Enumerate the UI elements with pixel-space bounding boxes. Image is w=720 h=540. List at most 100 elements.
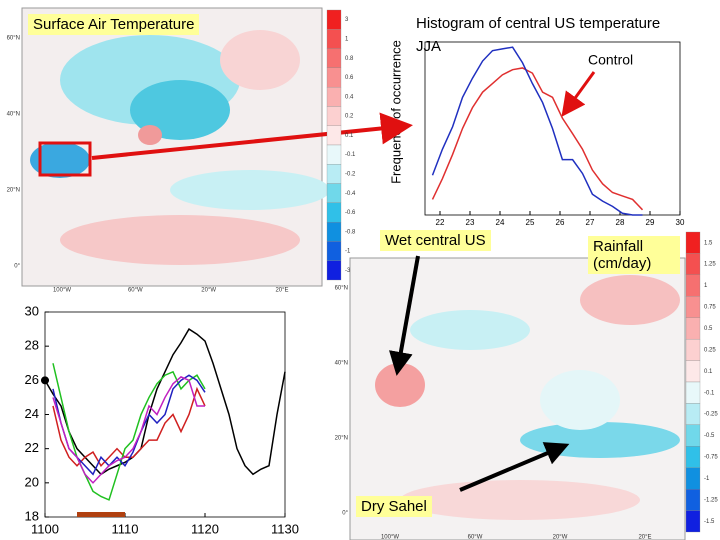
y-tick-label: 20 bbox=[25, 474, 39, 489]
x-tick-label: 26 bbox=[556, 218, 565, 227]
colorbar-swatch bbox=[685, 510, 701, 533]
colorbar-swatch bbox=[326, 183, 342, 204]
lat-label: 20°N bbox=[7, 188, 20, 194]
x-tick-label: 30 bbox=[676, 218, 685, 227]
colorbar-swatch bbox=[326, 29, 342, 49]
y-tick-label: 18 bbox=[25, 508, 39, 523]
x-tick-label: 24 bbox=[496, 218, 505, 227]
colorbar-label: -1 bbox=[345, 249, 351, 255]
lon-label: 100°W bbox=[53, 288, 71, 294]
colorbar-swatch bbox=[326, 86, 342, 107]
series-line bbox=[431, 46, 643, 216]
label: Wet central US bbox=[380, 230, 491, 251]
colorbar-label: -1.25 bbox=[704, 497, 718, 503]
lat-label: 20°N bbox=[335, 436, 348, 442]
colorbar-label: -0.2 bbox=[345, 172, 356, 178]
colorbar-swatch bbox=[326, 202, 342, 223]
lon-label: 20°W bbox=[201, 288, 216, 294]
colorbar-label: -0.4 bbox=[345, 191, 356, 197]
colorbar-swatch bbox=[685, 253, 701, 276]
label: Dry Sahel bbox=[356, 496, 432, 517]
lon-label: 20°W bbox=[553, 535, 568, 540]
colorbar-swatch bbox=[685, 467, 701, 490]
colorbar-label: 0.2 bbox=[345, 114, 354, 120]
lat-label: 60°N bbox=[335, 286, 348, 292]
colorbar-swatch bbox=[326, 48, 342, 69]
colorbar-swatch bbox=[685, 231, 701, 254]
x-tick-label: 23 bbox=[466, 218, 475, 227]
colorbar-label: -0.5 bbox=[704, 433, 715, 439]
lat-label: 40°N bbox=[335, 361, 348, 367]
colorbar-swatch bbox=[685, 424, 701, 447]
colorbar-swatch bbox=[685, 446, 701, 468]
arrow bbox=[459, 442, 570, 492]
lat-label: 40°N bbox=[7, 112, 20, 118]
x-tick-label: 29 bbox=[646, 218, 655, 227]
colorbar-label: -1.5 bbox=[704, 519, 715, 525]
series-line bbox=[52, 386, 206, 467]
colorbar-swatch bbox=[326, 260, 342, 281]
colorbar-label: 0.4 bbox=[345, 94, 354, 100]
lon-label: 100°W bbox=[381, 535, 399, 540]
colorbar-swatch bbox=[326, 106, 342, 126]
histogram-panel bbox=[350, 0, 720, 230]
arrow bbox=[561, 71, 596, 117]
x-tick-label: 1130 bbox=[271, 521, 299, 536]
x-tick-label: 25 bbox=[526, 218, 535, 227]
colorbar-swatch bbox=[326, 125, 342, 146]
x-tick-label: 27 bbox=[586, 218, 595, 227]
start-point bbox=[41, 376, 49, 385]
series-line bbox=[52, 376, 205, 484]
colorbar-swatch bbox=[326, 144, 342, 165]
highlight-span bbox=[77, 512, 125, 517]
arrow bbox=[91, 112, 413, 160]
annotation: Control bbox=[588, 52, 633, 68]
colorbar-label: 1 bbox=[345, 37, 349, 43]
colorbar-swatch bbox=[326, 221, 342, 242]
y-tick-label: 26 bbox=[25, 372, 39, 387]
colorbar-label: 0.5 bbox=[704, 326, 713, 332]
colorbar-label: -0.8 bbox=[345, 229, 356, 235]
colorbar-label: -0.1 bbox=[345, 152, 356, 158]
colorbar-swatch bbox=[326, 164, 342, 184]
y-tick-label: 30 bbox=[25, 303, 39, 318]
x-tick-label: 28 bbox=[616, 218, 625, 227]
colorbar-label: -0.6 bbox=[345, 210, 356, 216]
colorbar-label: 1 bbox=[704, 283, 708, 289]
colorbar-label: 0.6 bbox=[345, 75, 354, 81]
timeseries-panel bbox=[0, 296, 300, 540]
colorbar-swatch bbox=[326, 67, 342, 88]
colorbar-label: 1.5 bbox=[704, 240, 713, 246]
colorbar-swatch bbox=[685, 381, 701, 404]
x-tick-label: 1100 bbox=[31, 521, 59, 536]
y-tick-label: 28 bbox=[25, 338, 39, 353]
colorbar-swatch bbox=[685, 274, 701, 297]
top-map bbox=[21, 7, 330, 287]
label: Surface Air Temperature bbox=[28, 14, 200, 35]
colorbar-swatch bbox=[326, 9, 342, 30]
colorbar-swatch bbox=[685, 360, 701, 383]
lon-label: 60°W bbox=[468, 535, 483, 540]
x-tick-label: 22 bbox=[436, 218, 445, 227]
lon-label: 20°E bbox=[638, 535, 651, 540]
colorbar-swatch bbox=[685, 317, 701, 340]
colorbar-label: 0.25 bbox=[704, 347, 716, 353]
series-line bbox=[431, 67, 644, 211]
histogram-subtitle: JJA bbox=[416, 38, 441, 55]
colorbar-swatch bbox=[326, 241, 342, 261]
lat-label: 0° bbox=[342, 511, 348, 517]
colorbar-label: 0.75 bbox=[704, 305, 716, 311]
colorbar-label: 0.1 bbox=[345, 133, 354, 139]
colorbar-swatch bbox=[685, 296, 701, 318]
arrow bbox=[388, 255, 420, 376]
lat-label: 0° bbox=[14, 264, 20, 270]
colorbar-label: -1 bbox=[704, 476, 710, 482]
x-tick-label: 1120 bbox=[191, 521, 219, 536]
colorbar-label: 0.1 bbox=[704, 369, 713, 375]
colorbar-label: -3 bbox=[345, 268, 351, 274]
lon-label: 60°W bbox=[128, 288, 143, 294]
x-tick-label: 1110 bbox=[112, 521, 139, 536]
y-tick-label: 24 bbox=[25, 406, 39, 421]
colorbar-label: 1.25 bbox=[704, 262, 716, 268]
